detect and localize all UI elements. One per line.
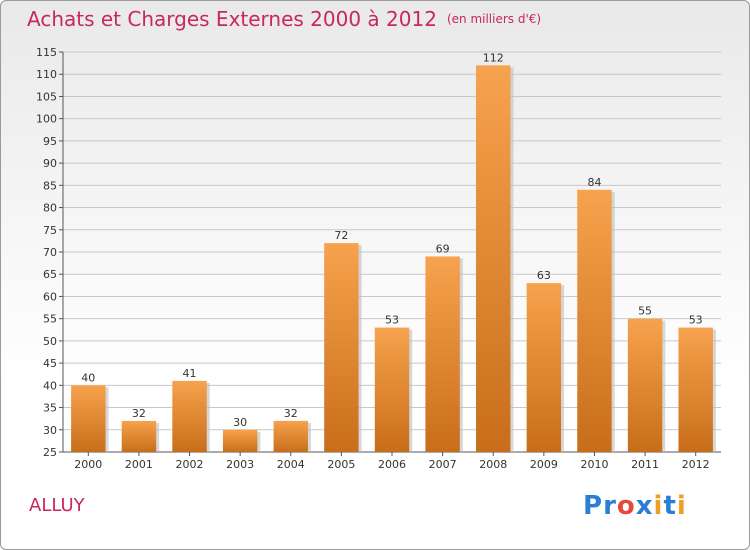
y-tick-label: 60 [43, 290, 57, 303]
y-tick-label: 25 [43, 446, 57, 459]
commune-name: ALLUY [29, 495, 85, 516]
bar-2000 [71, 385, 106, 452]
bar-2007 [425, 256, 460, 452]
y-tick-label: 90 [43, 157, 57, 170]
y-tick-label: 110 [36, 68, 57, 81]
x-tick-label: 2003 [226, 458, 254, 471]
data-label: 72 [334, 229, 348, 242]
y-tick-label: 105 [36, 90, 57, 103]
data-label: 53 [689, 314, 703, 327]
bar-2012 [678, 327, 713, 452]
y-tick-label: 115 [36, 46, 57, 59]
x-tick-label: 2004 [277, 458, 305, 471]
y-tick-label: 100 [36, 113, 57, 126]
data-label: 69 [436, 242, 450, 255]
data-label: 63 [537, 269, 551, 282]
bar-2004 [273, 420, 308, 452]
data-label: 32 [132, 407, 146, 420]
x-tick-label: 2001 [125, 458, 153, 471]
y-tick-label: 35 [43, 402, 57, 415]
bar-2003 [222, 429, 258, 452]
x-tick-label: 2005 [327, 458, 355, 471]
bar-2011 [627, 318, 663, 452]
y-tick-label: 45 [43, 357, 57, 370]
logo-letter: o [616, 491, 636, 521]
logo-letter: r [603, 491, 617, 521]
y-tick-label: 40 [43, 379, 57, 392]
logo-letter: P [583, 491, 604, 521]
y-tick-label: 65 [43, 268, 57, 281]
bars-layer [71, 65, 716, 452]
data-label: 84 [587, 176, 601, 189]
y-tick-label: 30 [43, 424, 57, 437]
x-tick-label: 2011 [631, 458, 659, 471]
data-label: 30 [233, 416, 247, 429]
x-tick-label: 2010 [580, 458, 608, 471]
labels-layer: 25 30 35 40 45 50 55 60 65 70 75 80 85 90 95 100 105 110 1… [36, 46, 710, 471]
x-tick-label: 2012 [682, 458, 710, 471]
x-tick-label: 2000 [74, 458, 102, 471]
bar-2009 [526, 283, 562, 452]
chart-title: Achats et Charges Externes 2000 à 2012 (e… [27, 7, 541, 31]
y-tick-label: 70 [43, 246, 57, 259]
proxiti-logo: Proxiti [583, 491, 687, 521]
data-label: 55 [638, 305, 652, 318]
x-tick-label: 2007 [429, 458, 457, 471]
x-tick-label: 2009 [530, 458, 558, 471]
data-label: 53 [385, 314, 399, 327]
y-tick-label: 80 [43, 202, 57, 215]
y-tick-label: 50 [43, 335, 57, 348]
logo-letter: i [676, 491, 687, 521]
data-label: 40 [81, 371, 95, 384]
chart-subtitle: (en milliers d'€) [446, 12, 542, 26]
bar-2008 [476, 65, 511, 452]
x-tick-label: 2006 [378, 458, 406, 471]
x-tick-label: 2008 [479, 458, 507, 471]
x-tick-label: 2002 [176, 458, 204, 471]
data-label: 32 [284, 407, 298, 420]
logo-letter: t [663, 491, 677, 521]
bar-2005 [324, 243, 359, 452]
data-label: 41 [183, 367, 197, 380]
data-label: 112 [483, 51, 504, 64]
y-tick-label: 85 [43, 179, 57, 192]
bar-2001 [121, 420, 157, 452]
bar-2002 [172, 380, 207, 452]
logo-letter: x [635, 491, 654, 521]
logo-letter: i [653, 491, 664, 521]
y-tick-label: 75 [43, 224, 57, 237]
y-tick-label: 95 [43, 135, 57, 148]
y-tick-label: 55 [43, 313, 57, 326]
title-text: Achats et Charges Externes 2000 à 2012 [27, 7, 437, 31]
bar-2010 [577, 189, 612, 452]
bar-2006 [374, 327, 410, 452]
